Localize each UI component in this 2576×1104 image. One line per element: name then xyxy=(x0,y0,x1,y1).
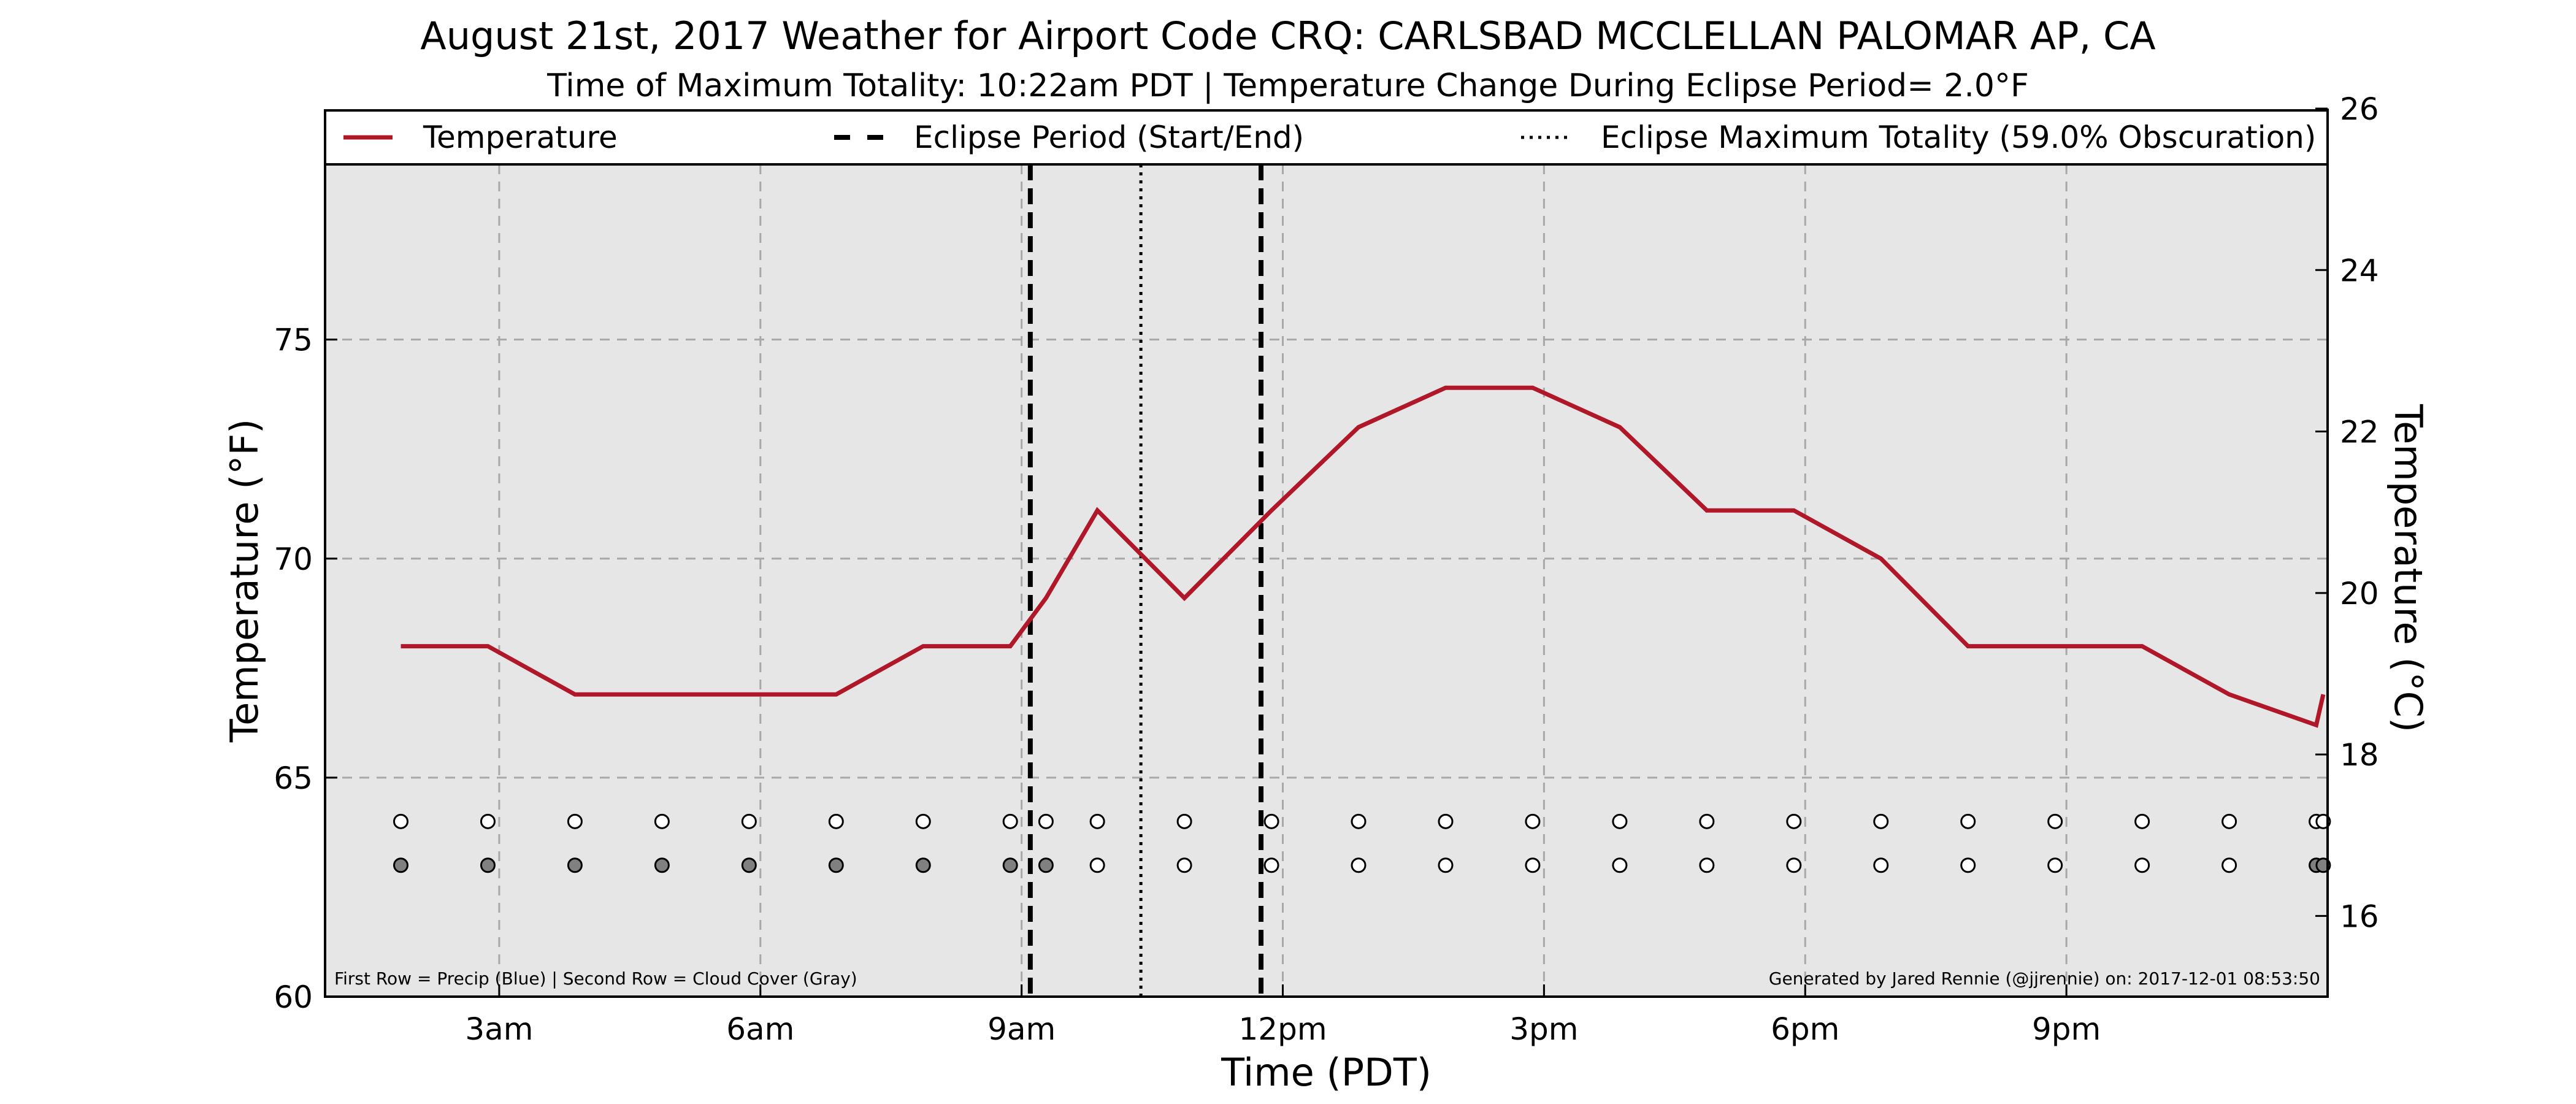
cloud-cover-marker xyxy=(1612,857,1628,873)
cloud-cover-marker xyxy=(915,857,931,873)
cloud-cover-marker xyxy=(567,857,583,873)
legend-label: Eclipse Maximum Totality (59.0% Obscurat… xyxy=(1601,120,2316,155)
legend-label: Eclipse Period (Start/End) xyxy=(914,120,1304,155)
x-tick-label: 9am xyxy=(987,1011,1056,1047)
cloud-cover-marker xyxy=(480,857,496,873)
y-tick-label: 75 xyxy=(274,323,313,358)
precip-marker xyxy=(2221,813,2237,829)
cloud-cover-marker xyxy=(2134,857,2150,873)
cloud-cover-marker xyxy=(1525,857,1541,873)
precip-marker xyxy=(1786,813,1802,829)
cloud-cover-marker xyxy=(1960,857,1976,873)
precip-marker xyxy=(2134,813,2150,829)
y2-axis-label: Temperature (°C) xyxy=(2386,404,2431,732)
y2-tick-label: 22 xyxy=(2340,415,2379,450)
cloud-cover-marker xyxy=(1176,857,1192,873)
plot-background xyxy=(325,164,2328,997)
temperature-series-line xyxy=(401,385,2326,728)
y2-tick-label: 26 xyxy=(2340,91,2379,127)
cloud-cover-marker xyxy=(1263,857,1279,873)
precip-marker xyxy=(1873,813,1889,829)
precip-marker xyxy=(1612,813,1628,829)
x-tick-label: 6pm xyxy=(1771,1011,1839,1047)
cloud-cover-marker xyxy=(1089,857,1105,873)
x-tick-label: 6am xyxy=(726,1011,794,1047)
y-tick-label: 65 xyxy=(274,761,313,796)
precip-marker xyxy=(1960,813,1976,829)
y-tick-label: 60 xyxy=(274,979,313,1015)
precip-marker xyxy=(1351,813,1367,829)
x-tick-label: 3pm xyxy=(1509,1011,1578,1047)
cloud-cover-marker xyxy=(654,857,670,873)
y-tick-label: 70 xyxy=(274,542,313,577)
chart-subtitle: Time of Maximum Totality: 10:22am PDT | … xyxy=(547,67,2029,104)
precip-marker xyxy=(654,813,670,829)
precip-marker xyxy=(828,813,844,829)
cloud-cover-marker xyxy=(2221,857,2237,873)
cloud-cover-marker xyxy=(1002,857,1018,873)
chart-title: August 21st, 2017 Weather for Airport Co… xyxy=(420,13,2156,58)
cloud-cover-marker xyxy=(1699,857,1715,873)
cloud-cover-marker xyxy=(828,857,844,873)
precip-marker xyxy=(1525,813,1541,829)
cloud-cover-marker xyxy=(1786,857,1802,873)
cloud-cover-marker xyxy=(2047,857,2063,873)
cloud-cover-marker xyxy=(1038,857,1054,873)
precip-marker xyxy=(1263,813,1279,829)
cloud-cover-marker xyxy=(1351,857,1367,873)
precip-marker xyxy=(1438,813,1454,829)
footnote-left: First Row = Precip (Blue) | Second Row =… xyxy=(334,968,857,989)
cloud-cover-marker xyxy=(741,857,757,873)
y2-tick-label: 20 xyxy=(2340,576,2379,611)
precip-marker xyxy=(393,813,409,829)
footnote-right: Generated by Jared Rennie (@jjrennie) on… xyxy=(1769,968,2320,989)
legend-label: Temperature xyxy=(423,120,618,155)
precip-marker xyxy=(1176,813,1192,829)
precip-marker xyxy=(1699,813,1715,829)
y2-tick-label: 16 xyxy=(2340,899,2379,934)
precip-marker xyxy=(915,813,931,829)
x-axis-label: Time (PDT) xyxy=(1221,1050,1432,1095)
cloud-cover-marker xyxy=(393,857,409,873)
cloud-cover-marker xyxy=(1873,857,1889,873)
precip-marker xyxy=(1089,813,1105,829)
x-tick-label: 3am xyxy=(465,1011,533,1047)
cloud-cover-marker xyxy=(1438,857,1454,873)
y2-tick-label: 24 xyxy=(2340,253,2379,288)
precip-marker xyxy=(1038,813,1054,829)
y2-tick-label: 18 xyxy=(2340,737,2379,773)
precip-marker xyxy=(741,813,757,829)
precip-marker xyxy=(1002,813,1018,829)
precip-marker xyxy=(567,813,583,829)
x-tick-label: 12pm xyxy=(1238,1011,1327,1047)
precip-marker xyxy=(480,813,496,829)
x-tick-label: 9pm xyxy=(2032,1011,2101,1047)
y-axis-label: Temperature (°F) xyxy=(222,419,267,743)
precip-marker xyxy=(2047,813,2063,829)
